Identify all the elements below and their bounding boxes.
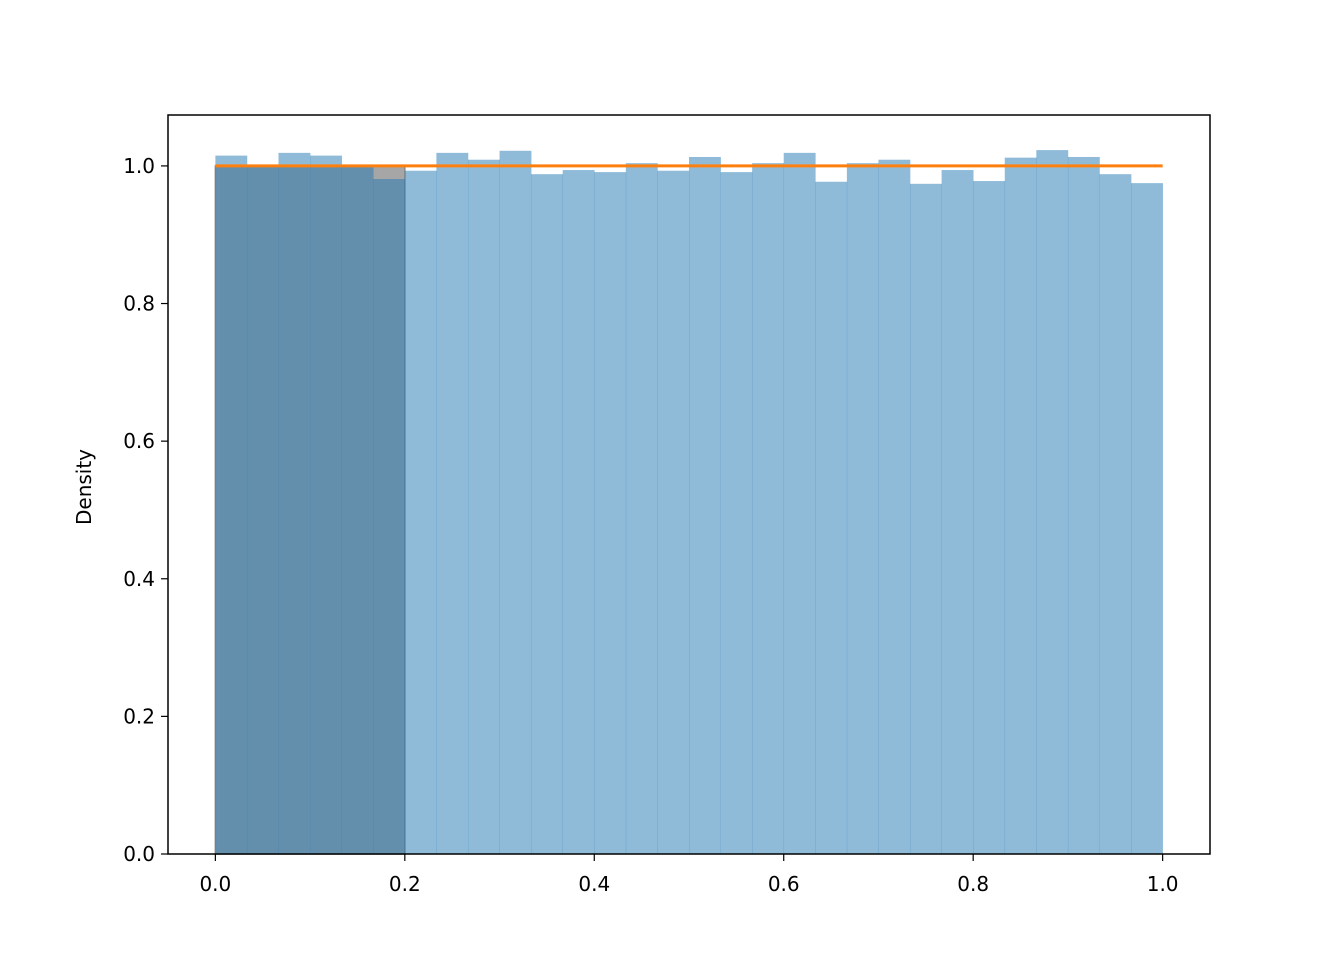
x-tick-label: 1.0 bbox=[1147, 872, 1179, 896]
histogram-bar bbox=[973, 181, 1006, 855]
histogram-bar bbox=[404, 170, 437, 855]
histogram-bar bbox=[499, 150, 532, 854]
histogram-bar bbox=[594, 172, 627, 855]
y-tick-label: 0.6 bbox=[123, 429, 155, 453]
histogram-bar bbox=[1036, 150, 1069, 855]
y-tick-label: 0.8 bbox=[123, 292, 155, 316]
y-tick-label: 1.0 bbox=[123, 154, 155, 178]
histogram-bar bbox=[1131, 183, 1163, 854]
axes-frame bbox=[167, 114, 1211, 855]
y-axis-label: Density bbox=[72, 449, 96, 525]
histogram-bar bbox=[562, 170, 595, 854]
y-tick-label: 0.4 bbox=[123, 567, 155, 591]
y-tick-label: 0.0 bbox=[123, 842, 155, 866]
histogram-bar bbox=[720, 172, 753, 855]
histogram-bar bbox=[910, 183, 942, 854]
x-tick-label: 0.4 bbox=[578, 872, 610, 896]
histogram-bar bbox=[1099, 174, 1132, 854]
histogram-bar bbox=[467, 159, 500, 854]
histogram-bar bbox=[215, 155, 248, 855]
histogram-bar bbox=[941, 170, 974, 854]
histogram-bar bbox=[310, 155, 342, 855]
histogram-bar bbox=[689, 156, 721, 854]
histogram-bar bbox=[878, 159, 911, 854]
x-tick-label: 0.8 bbox=[957, 872, 989, 896]
histogram-bar bbox=[531, 174, 563, 854]
histogram-bar bbox=[341, 166, 374, 854]
x-tick-label: 0.0 bbox=[199, 872, 231, 896]
histogram-bar bbox=[1004, 157, 1037, 855]
histogram-bar bbox=[783, 152, 816, 855]
histogram-bar bbox=[1067, 156, 1100, 854]
x-tick-label: 0.6 bbox=[768, 872, 800, 896]
histogram-bar bbox=[846, 163, 879, 854]
histogram-bar bbox=[373, 178, 406, 854]
y-tick-label: 0.2 bbox=[123, 704, 155, 728]
histogram-bar bbox=[815, 181, 848, 854]
histogram-bar bbox=[752, 163, 785, 854]
histogram-bar bbox=[625, 163, 658, 854]
histogram-bar bbox=[278, 152, 311, 855]
histogram-bar bbox=[246, 166, 279, 854]
histogram-bar bbox=[436, 152, 469, 855]
histogram-bar bbox=[657, 170, 690, 855]
x-tick-label: 0.2 bbox=[389, 872, 421, 896]
